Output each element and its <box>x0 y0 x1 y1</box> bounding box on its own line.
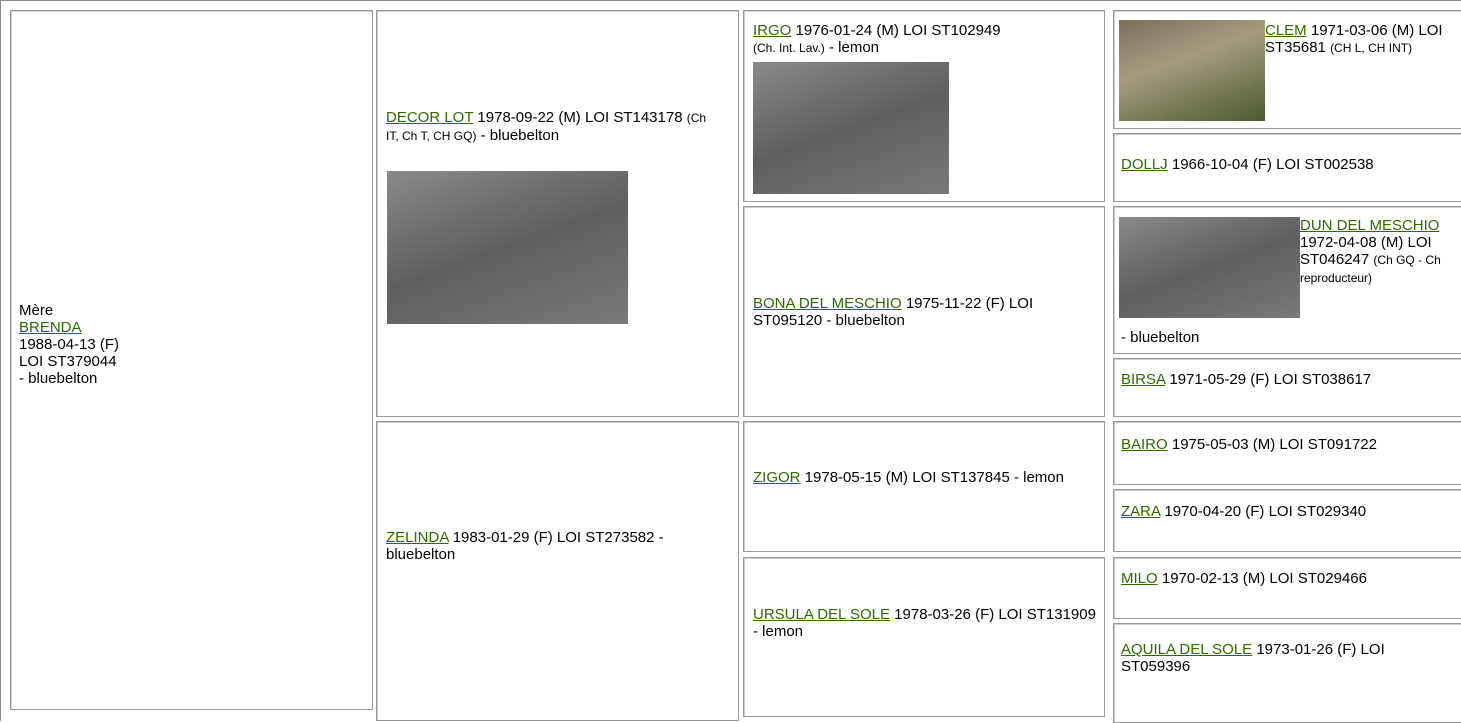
cell: MILO 1970-02-13 (M) LOI ST029466 <box>1113 557 1461 619</box>
color: - lemon <box>828 39 880 56</box>
dog-link[interactable]: BRENDA <box>19 319 82 336</box>
dog-link[interactable]: CLEM <box>1265 22 1307 39</box>
dog: URSULA DEL SOLE 1978-03-26 (F) LOI ST131… <box>753 606 1098 640</box>
info: 1973-01-26 (F) LOI ST059396 <box>1121 641 1385 675</box>
info: 1970-04-20 (F) LOI ST029340 <box>1164 503 1367 520</box>
color: - bluebelton <box>1121 329 1200 346</box>
info: 1972-04-08 (M) LOI ST046247 <box>1300 234 1432 268</box>
cell: CLEM 1971-03-06 (M) LOI ST35681 (CH L, C… <box>1113 10 1461 129</box>
titles: (Ch. Int. Lav.) <box>753 41 825 55</box>
info: 1975-11-22 (F) LOI ST095120 - bluebelton <box>753 295 1034 329</box>
dog: DUN DEL MESCHIO 1972-04-08 (M) LOI ST046… <box>1300 217 1461 287</box>
dog-link[interactable]: DECOR LOT <box>386 109 474 126</box>
dog: MILO 1970-02-13 (M) LOI ST029466 <box>1121 570 1367 587</box>
titles: (CH L, CH INT) <box>1330 41 1413 55</box>
dog: BAIRO 1975-05-03 (M) LOI ST091722 <box>1121 436 1377 453</box>
dog-link[interactable]: ZIGOR <box>753 469 801 486</box>
photo <box>753 62 949 194</box>
dog: ZELINDA 1983-01-29 (F) LOI ST273582 - bl… <box>386 529 716 563</box>
dog: BONA DEL MESCHIO 1975-11-22 (F) LOI ST09… <box>753 295 1098 329</box>
info: 1976-01-24 (M) LOI ST102949 <box>795 22 1001 39</box>
dog: ZIGOR 1978-05-15 (M) LOI ST137845 - lemo… <box>753 469 1098 486</box>
dog: AQUILA DEL SOLE 1973-01-26 (F) LOI ST059… <box>1121 641 1451 675</box>
info: 1966-10-04 (F) LOI ST002538 <box>1171 156 1374 173</box>
info: 1978-03-26 (F) LOI ST131909 - lemon <box>753 606 1096 640</box>
dog-link[interactable]: ZARA <box>1121 503 1161 520</box>
cell: AQUILA DEL SOLE 1973-01-26 (F) LOI ST059… <box>1113 623 1461 723</box>
info: 1983-01-29 (F) LOI ST273582 - bluebelton <box>386 529 664 563</box>
cell: DUN DEL MESCHIO 1972-04-08 (M) LOI ST046… <box>1113 206 1461 354</box>
cell: BIRSA 1971-05-29 (F) LOI ST038617 <box>1113 358 1461 417</box>
dog-link[interactable]: DUN DEL MESCHIO <box>1300 217 1440 234</box>
birth: 1988-04-13 (F) <box>19 336 120 353</box>
cell: Mère BRENDA 1988-04-13 (F) LOI ST379044 … <box>10 10 373 710</box>
info: 1971-05-29 (F) LOI ST038617 <box>1169 371 1372 388</box>
info: 1978-09-22 (M) LOI ST143178 <box>477 109 683 126</box>
cell: ZELINDA 1983-01-29 (F) LOI ST273582 - bl… <box>376 421 739 721</box>
info: 1970-02-13 (M) LOI ST029466 <box>1161 570 1367 587</box>
cell: DECOR LOT 1978-09-22 (M) LOI ST143178 (C… <box>376 10 739 417</box>
dog-link[interactable]: BIRSA <box>1121 371 1166 388</box>
cell: ZIGOR 1978-05-15 (M) LOI ST137845 - lemo… <box>743 421 1105 552</box>
dog-link[interactable]: ZELINDA <box>386 529 449 546</box>
color: - bluebelton <box>19 370 98 387</box>
dog-link[interactable]: BONA DEL MESCHIO <box>753 295 902 312</box>
dog: ZARA 1970-04-20 (F) LOI ST029340 <box>1121 503 1366 520</box>
dog-link[interactable]: IRGO <box>753 22 792 39</box>
color: - bluebelton <box>480 127 560 144</box>
dog: BIRSA 1971-05-29 (F) LOI ST038617 <box>1121 371 1371 388</box>
cell: BONA DEL MESCHIO 1975-11-22 (F) LOI ST09… <box>743 206 1105 417</box>
mother: Mère BRENDA 1988-04-13 (F) LOI ST379044 … <box>19 302 359 387</box>
titles: (Ch GQ - Ch reproducteur) <box>1300 253 1441 285</box>
loi: LOI ST379044 <box>19 353 117 370</box>
photo <box>1119 217 1300 318</box>
dog: DECOR LOT 1978-09-22 (M) LOI ST143178 (C… <box>386 109 716 145</box>
dog: CLEM 1971-03-06 (M) LOI ST35681 (CH L, C… <box>1265 22 1461 57</box>
cell: DOLLJ 1966-10-04 (F) LOI ST002538 <box>1113 133 1461 202</box>
dog: DOLLJ 1966-10-04 (F) LOI ST002538 <box>1121 156 1461 173</box>
dog-link[interactable]: URSULA DEL SOLE <box>753 606 890 623</box>
info: 1978-05-15 (M) LOI ST137845 - lemon <box>804 469 1064 486</box>
cell: BAIRO 1975-05-03 (M) LOI ST091722 <box>1113 421 1461 485</box>
dog-link[interactable]: MILO <box>1121 570 1158 587</box>
dog-link[interactable]: AQUILA DEL SOLE <box>1121 641 1253 658</box>
role: Mère <box>19 302 54 319</box>
cell: URSULA DEL SOLE 1978-03-26 (F) LOI ST131… <box>743 557 1105 717</box>
photo <box>387 171 628 324</box>
titles: (Ch IT, Ch T, CH GQ) <box>386 111 707 143</box>
photo <box>1119 20 1265 121</box>
info: 1971-03-06 (M) LOI ST35681 <box>1265 22 1443 56</box>
cell: ZARA 1970-04-20 (F) LOI ST029340 <box>1113 489 1461 552</box>
dog-link[interactable]: BAIRO <box>1121 436 1168 453</box>
dog-link[interactable]: DOLLJ <box>1121 156 1168 173</box>
info: 1975-05-03 (M) LOI ST091722 <box>1171 436 1377 453</box>
dog: IRGO 1976-01-24 (M) LOI ST102949 (Ch. Int… <box>753 22 1098 57</box>
cell: IRGO 1976-01-24 (M) LOI ST102949 (Ch. Int… <box>743 10 1105 202</box>
